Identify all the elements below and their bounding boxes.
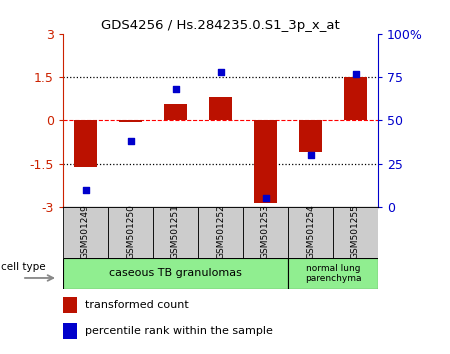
Text: transformed count: transformed count xyxy=(86,299,189,310)
Point xyxy=(352,71,359,76)
Text: percentile rank within the sample: percentile rank within the sample xyxy=(86,326,273,336)
Text: GSM501250: GSM501250 xyxy=(126,204,135,259)
Bar xyxy=(153,207,198,258)
Bar xyxy=(299,120,322,152)
Bar xyxy=(74,120,97,167)
Bar xyxy=(164,104,187,120)
Point xyxy=(127,138,134,144)
Text: caseous TB granulomas: caseous TB granulomas xyxy=(109,268,242,279)
Text: GSM501254: GSM501254 xyxy=(306,204,315,259)
Bar xyxy=(333,207,378,258)
Bar xyxy=(288,207,333,258)
Bar xyxy=(288,258,378,289)
Point xyxy=(172,86,179,92)
Text: cell type: cell type xyxy=(1,262,46,272)
Bar xyxy=(63,323,77,339)
Bar xyxy=(63,297,77,313)
Point xyxy=(217,69,224,75)
Bar xyxy=(63,258,288,289)
Text: GSM501252: GSM501252 xyxy=(216,204,225,259)
Text: GSM501255: GSM501255 xyxy=(351,204,360,259)
Bar xyxy=(63,207,108,258)
Bar xyxy=(254,120,277,203)
Title: GDS4256 / Hs.284235.0.S1_3p_x_at: GDS4256 / Hs.284235.0.S1_3p_x_at xyxy=(101,19,340,33)
Text: GSM501251: GSM501251 xyxy=(171,204,180,259)
Bar xyxy=(209,97,232,120)
Text: GSM501253: GSM501253 xyxy=(261,204,270,259)
Bar xyxy=(198,207,243,258)
Bar xyxy=(344,77,367,120)
Bar xyxy=(243,207,288,258)
Point xyxy=(82,187,89,193)
Bar xyxy=(108,207,153,258)
Bar xyxy=(119,120,142,122)
Point xyxy=(262,195,269,201)
Text: normal lung
parenchyma: normal lung parenchyma xyxy=(305,264,361,283)
Point xyxy=(307,152,314,158)
Text: GSM501249: GSM501249 xyxy=(81,204,90,259)
